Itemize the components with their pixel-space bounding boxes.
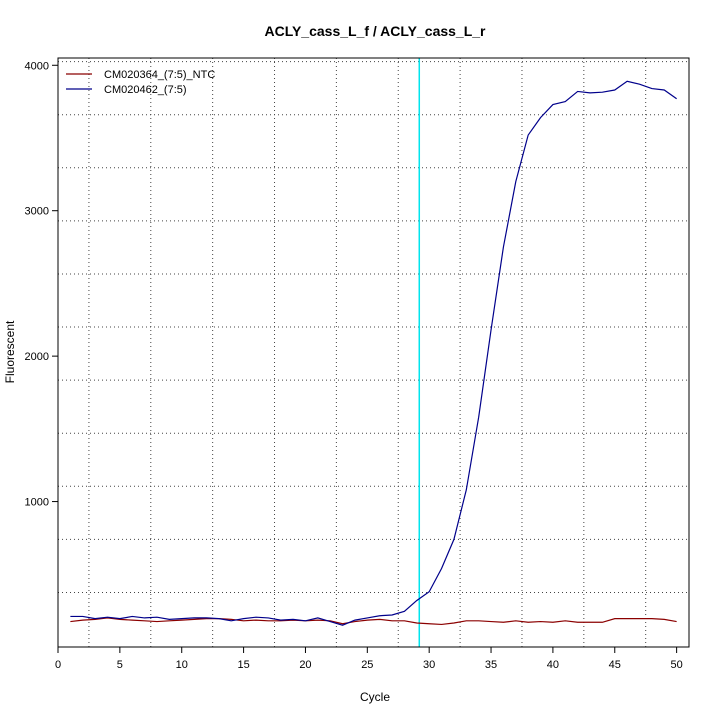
x-tick-label: 25 bbox=[361, 659, 373, 671]
x-tick-label: 40 bbox=[547, 659, 559, 671]
x-tick-label: 15 bbox=[237, 659, 249, 671]
x-axis: 0 5 10 15 20 25 30 35 40 45 50 bbox=[55, 647, 683, 671]
chart-title: ACLY_cass_L_f / ACLY_cass_L_r bbox=[264, 23, 486, 39]
x-tick-label: 5 bbox=[117, 659, 123, 671]
plot-frame bbox=[57, 57, 690, 648]
legend-label: CM020462_(7:5) bbox=[104, 84, 187, 96]
x-tick-label: 20 bbox=[299, 659, 311, 671]
y-axis-label: Fluorescent bbox=[3, 320, 17, 383]
x-tick-label: 50 bbox=[671, 659, 683, 671]
x-tick-label: 30 bbox=[423, 659, 435, 671]
x-tick-label: 0 bbox=[55, 659, 61, 671]
y-tick-label: 4000 bbox=[25, 60, 49, 72]
y-tick-label: 1000 bbox=[25, 497, 49, 509]
series-lines bbox=[70, 80, 677, 626]
series-line-1 bbox=[70, 617, 677, 626]
x-tick-label: 10 bbox=[176, 659, 188, 671]
y-tick-label: 3000 bbox=[25, 206, 49, 218]
legend-label: CM020364_(7:5)_NTC bbox=[104, 69, 215, 81]
y-tick-label: 2000 bbox=[25, 351, 49, 363]
x-tick-label: 45 bbox=[609, 659, 621, 671]
y-axis: 1000 2000 3000 4000 bbox=[25, 60, 58, 509]
legend: CM020364_(7:5)_NTC CM020462_(7:5) bbox=[66, 69, 215, 96]
x-tick-label: 35 bbox=[485, 659, 497, 671]
series-line-2 bbox=[70, 80, 677, 626]
x-axis-label: Cycle bbox=[360, 690, 390, 704]
